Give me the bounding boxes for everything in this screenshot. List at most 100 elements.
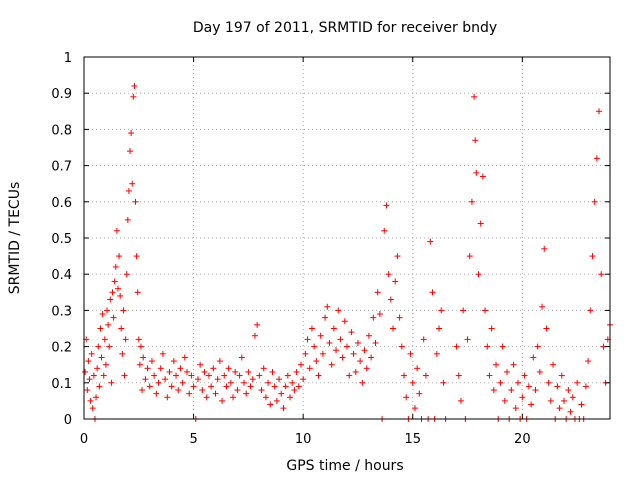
data-point: [227, 379, 234, 386]
data-point: [144, 365, 151, 372]
data-point: [472, 137, 479, 144]
data-point: [593, 155, 600, 162]
data-point: [87, 397, 94, 404]
data-point: [159, 350, 166, 357]
data-point: [269, 368, 276, 375]
data-point: [240, 379, 247, 386]
data-point: [471, 93, 478, 100]
data-point: [166, 368, 173, 375]
data-point: [482, 307, 489, 314]
data-point: [591, 198, 598, 205]
data-point: [440, 379, 447, 386]
data-point: [550, 361, 557, 368]
grid: [84, 57, 610, 419]
data-point: [88, 350, 95, 357]
y-tick-label: 0.1: [51, 377, 72, 392]
data-point: [348, 329, 355, 336]
data-point: [411, 405, 418, 412]
data-point: [381, 227, 388, 234]
data-point: [547, 397, 554, 404]
data-point: [330, 325, 337, 332]
data-point: [108, 379, 115, 386]
y-tick-label: 0.6: [51, 196, 72, 211]
data-point: [438, 307, 445, 314]
data-point: [291, 387, 298, 394]
data-point: [295, 383, 302, 390]
data-point: [205, 372, 212, 379]
data-point: [311, 343, 318, 350]
data-point: [223, 383, 230, 390]
y-tick-label: 1: [64, 51, 72, 66]
data-point: [322, 314, 329, 321]
data-point: [194, 376, 201, 383]
data-point: [116, 253, 123, 260]
data-point: [344, 343, 350, 350]
data-point: [181, 354, 188, 361]
data-point: [265, 379, 272, 386]
data-point: [104, 307, 111, 314]
data-point: [326, 339, 333, 346]
data-point: [133, 253, 140, 260]
data-point: [508, 387, 515, 394]
data-point: [127, 148, 134, 155]
data-point: [385, 271, 392, 278]
data-point: [89, 405, 96, 412]
data-point: [289, 379, 296, 386]
data-point: [199, 387, 206, 394]
data-point: [560, 397, 567, 404]
data-point: [488, 325, 495, 332]
data-point: [598, 271, 605, 278]
data-point: [100, 372, 107, 379]
data-point: [556, 405, 563, 412]
data-point: [565, 387, 572, 394]
data-point: [457, 397, 464, 404]
data-point: [119, 350, 126, 357]
data-point: [106, 343, 113, 350]
data-point: [214, 376, 221, 383]
data-point: [589, 253, 596, 260]
data-point: [84, 387, 91, 394]
data-point: [313, 358, 320, 365]
data-point: [407, 350, 414, 357]
y-tick-label: 0.8: [51, 123, 72, 138]
data-point: [157, 365, 164, 372]
data-point: [335, 307, 342, 314]
data-point: [210, 365, 217, 372]
data-point: [433, 350, 440, 357]
data-point: [94, 365, 101, 372]
data-point: [328, 361, 335, 368]
data-point: [545, 379, 552, 386]
x-tick-label: 15: [404, 432, 421, 447]
data-point: [282, 383, 289, 390]
data-point: [525, 383, 532, 390]
data-point: [260, 365, 267, 372]
data-point: [582, 383, 589, 390]
data-point: [468, 198, 475, 205]
data-point: [118, 325, 125, 332]
data-point: [528, 401, 535, 408]
data-point: [216, 358, 223, 365]
data-point: [105, 321, 112, 328]
data-point: [567, 408, 574, 415]
data-point: [99, 311, 106, 318]
data-point: [284, 372, 291, 379]
data-point: [501, 397, 508, 404]
data-point: [466, 253, 473, 260]
data-point: [267, 401, 274, 408]
data-point: [486, 372, 493, 379]
data-point: [543, 325, 550, 332]
data-point: [302, 350, 309, 357]
x-tick-label: 20: [514, 432, 531, 447]
data-point: [374, 289, 381, 296]
data-point: [541, 245, 548, 252]
data-point: [117, 292, 124, 299]
data-point: [300, 376, 307, 383]
data-point: [254, 321, 261, 328]
data-point: [93, 394, 100, 401]
data-point: [135, 336, 142, 343]
data-point: [315, 372, 322, 379]
data-point: [236, 372, 243, 379]
data-point: [357, 358, 364, 365]
axis-ticks: 00.10.20.30.40.50.60.70.80.910 5 10 15 20: [51, 51, 610, 447]
data-point: [278, 390, 285, 397]
